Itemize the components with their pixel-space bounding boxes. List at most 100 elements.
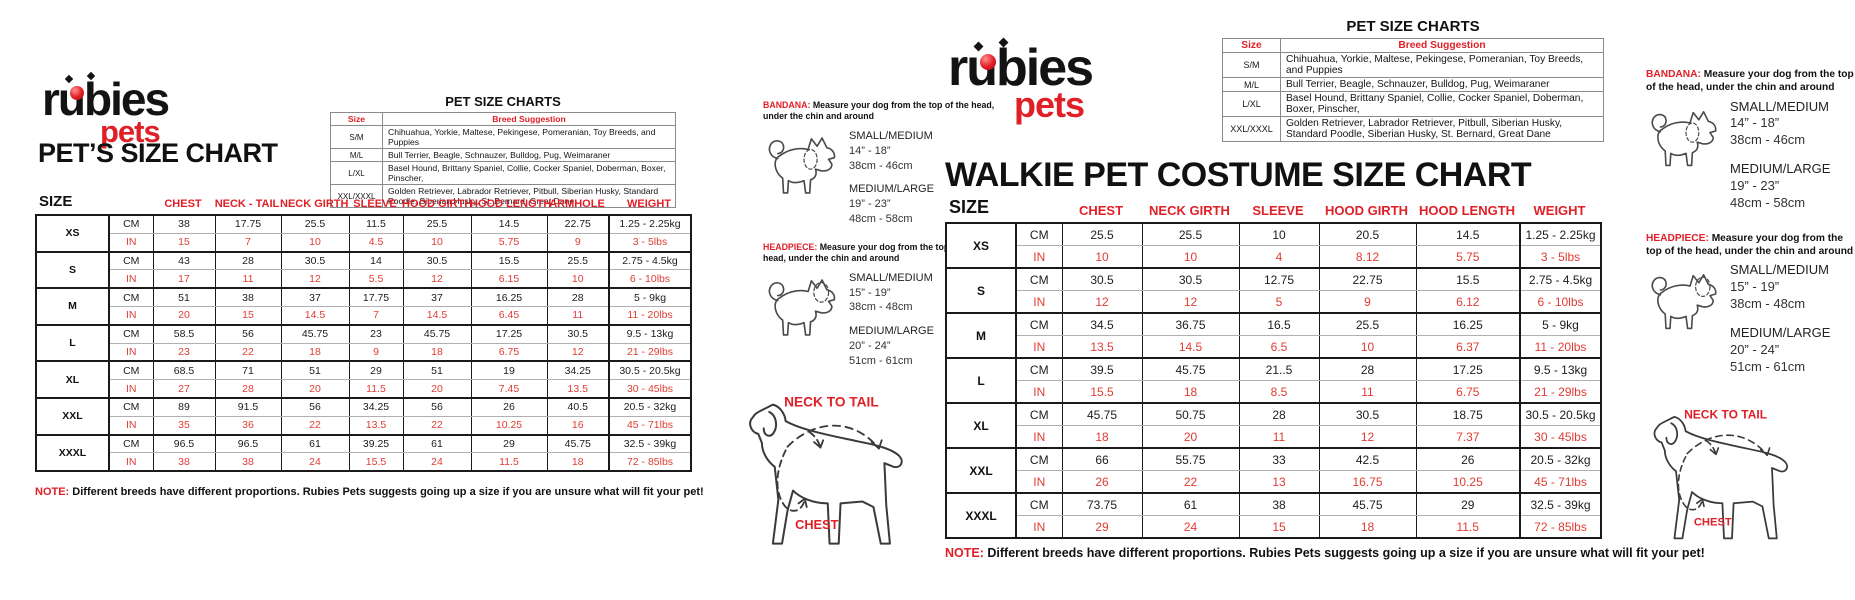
cell-cm: 22.75 bbox=[1318, 267, 1417, 291]
size-option-name: MEDIUM/LARGE bbox=[849, 183, 934, 196]
cell-cm: 17.25 bbox=[1415, 357, 1521, 381]
cell-in: 12 bbox=[1141, 290, 1240, 314]
breed-list-cell: Basel Hound, Brittany Spaniel, Collie, C… bbox=[382, 161, 676, 185]
breed-size-cell: S/M bbox=[330, 125, 383, 149]
headpiece-label: HEADPIECE: bbox=[763, 241, 818, 252]
cell-in: 13 bbox=[1238, 470, 1320, 494]
bandana-dog-illustration bbox=[1646, 103, 1726, 175]
size-option-inches: 20” - 24” bbox=[1730, 341, 1780, 357]
table-row-cm: S CM 30.5 30.5 12.75 22.75 15.5 2.75 - 4.5kg bbox=[945, 267, 1602, 314]
table-header-row: SIZE CHEST NECK GIRTH SLEEVE HOOD GIRTH HOOD … bbox=[945, 197, 1600, 222]
logo-red-ball-icon bbox=[980, 54, 996, 70]
table-row-cm: L CM 58.5 56 45.75 23 45.75 17.25 30.5 9.5 - 13kg bbox=[35, 323, 692, 363]
cell-cm: 55.75 bbox=[1141, 447, 1240, 471]
cell-cm: 25.5 bbox=[402, 213, 472, 234]
cell-in: 20 bbox=[402, 379, 472, 399]
table-row-in: IN 38 38 24 15.5 24 11.5 18 72 - 85lbs bbox=[36, 452, 692, 473]
cell-in: 15 bbox=[1238, 515, 1320, 539]
size-option-inches: 19” - 23” bbox=[1730, 178, 1780, 194]
size-cell: XL bbox=[35, 360, 110, 399]
cell-in: 38 bbox=[214, 452, 282, 473]
logo-wordmark: rubies bbox=[948, 37, 1094, 94]
cell-cm: 17.75 bbox=[348, 287, 404, 307]
cell-cm: 38 bbox=[1238, 492, 1320, 516]
cell-cm: 18.75 bbox=[1415, 402, 1521, 426]
cell-in: 12 bbox=[1061, 290, 1143, 314]
cell-cm: 28 bbox=[546, 287, 610, 307]
column-header: WEIGHT bbox=[1533, 203, 1586, 218]
cell-cm: 42.5 bbox=[1318, 447, 1417, 471]
size-option-cm: 48cm - 58cm bbox=[849, 213, 913, 226]
cell-in: 10 bbox=[280, 232, 350, 253]
size-option-name: MEDIUM/LARGE bbox=[849, 325, 934, 338]
note-text: Different breeds have different proporti… bbox=[72, 486, 704, 498]
cell-in: 22 bbox=[280, 415, 350, 436]
size-option-name: SMALL/MEDIUM bbox=[849, 129, 933, 142]
cell-in: 13.5 bbox=[546, 379, 610, 399]
breed-col-suggestion: Breed Suggestion bbox=[382, 112, 676, 126]
size-option-inches: 14” - 18” bbox=[1730, 115, 1780, 131]
cell-cm: 56 bbox=[214, 323, 282, 344]
size-cell: S bbox=[35, 250, 110, 290]
cell-in: 72 - 85lbs bbox=[1519, 515, 1602, 539]
unit-in: IN bbox=[1015, 425, 1063, 449]
cell-in: 11 bbox=[1318, 380, 1417, 404]
cell-cm: 30.5 - 20.5kg bbox=[608, 360, 692, 381]
unit-in: IN bbox=[108, 379, 154, 399]
size-option-cm: 51cm - 61cm bbox=[849, 354, 913, 367]
breed-size-cell: M/L bbox=[330, 148, 383, 162]
cell-cm: 45.75 bbox=[1061, 402, 1143, 426]
right-note: NOTE: Different breeds have different pr… bbox=[945, 546, 1705, 560]
breed-list-cell: Basel Hound, Brittany Spaniel, Collie, C… bbox=[1280, 91, 1604, 117]
cell-in: 23 bbox=[152, 342, 216, 363]
measurement-dog-illustration: NECK TO TAIL CHEST bbox=[729, 390, 921, 568]
table-row-cm: XXL CM 66 55.75 33 42.5 26 20.5 - 32kg bbox=[945, 447, 1602, 494]
unit-cm: CM bbox=[108, 250, 154, 271]
cell-cm: 45.75 bbox=[402, 323, 472, 344]
unit-in: IN bbox=[1015, 470, 1063, 494]
size-cell: L bbox=[35, 323, 110, 363]
cell-cm: 26 bbox=[1415, 447, 1521, 471]
column-header: NECK - TAIL bbox=[214, 198, 280, 210]
size-cell: XXXL bbox=[35, 433, 110, 473]
cell-in: 18 bbox=[280, 342, 350, 363]
size-cell: L bbox=[945, 357, 1017, 404]
table-header-row: SIZE CHEST NECK - TAIL NECK GIRTH SLEEVE HOOD… bbox=[35, 193, 690, 214]
size-option-name: SMALL/MEDIUM bbox=[1730, 262, 1829, 278]
cell-in: 10 bbox=[1318, 335, 1417, 359]
size-option-inches: 20” - 24” bbox=[849, 340, 891, 353]
cell-in: 3 - 5lbs bbox=[1519, 245, 1602, 269]
cell-in: 4 bbox=[1238, 245, 1320, 269]
cell-cm: 61 bbox=[402, 433, 472, 454]
cell-cm: 38 bbox=[152, 213, 216, 234]
breed-list-cell: Chihuahua, Yorkie, Maltese, Pekingese, P… bbox=[382, 125, 676, 149]
bandana-dog-illustration bbox=[763, 129, 845, 203]
table-row-in: IN 18 20 11 12 7.37 30 - 45lbs bbox=[946, 425, 1602, 449]
breed-size-cell: L/XL bbox=[1222, 91, 1281, 117]
cell-cm: 30.5 bbox=[280, 250, 350, 271]
cell-in: 7 bbox=[348, 305, 404, 326]
size-cell: M bbox=[35, 287, 110, 326]
cell-cm: 21..5 bbox=[1238, 357, 1320, 381]
cell-in: 15 bbox=[152, 232, 216, 253]
cell-cm: 16.5 bbox=[1238, 312, 1320, 336]
note-label: NOTE: bbox=[35, 486, 70, 498]
cell-in: 24 bbox=[402, 452, 472, 473]
cell-in: 10 bbox=[402, 232, 472, 253]
cell-cm: 91.5 bbox=[214, 396, 282, 417]
cell-in: 22 bbox=[402, 415, 472, 436]
unit-cm: CM bbox=[108, 396, 154, 417]
size-option: MEDIUM/LARGE 20” - 24” 51cm - 61cm bbox=[1730, 325, 1855, 376]
cell-cm: 14.5 bbox=[470, 213, 548, 234]
logo-rubies-text: rubies bbox=[42, 73, 170, 125]
table-row-cm: XS CM 25.5 25.5 10 20.5 14.5 1.25 - 2.25kg bbox=[945, 222, 1602, 269]
dog-measurement-diagram: NECK TO TAIL CHEST bbox=[1653, 407, 1788, 539]
size-option-name: MEDIUM/LARGE bbox=[1730, 325, 1831, 341]
headpiece-size-options: SMALL/MEDIUM 15” - 19” 38cm - 48cm MEDIUM/L… bbox=[1726, 262, 1855, 387]
breed-col-size: Size bbox=[1222, 38, 1281, 53]
cell-in: 12 bbox=[546, 342, 610, 363]
size-cell: XXL bbox=[35, 396, 110, 436]
cell-cm: 45.75 bbox=[546, 433, 610, 454]
cell-cm: 28 bbox=[1318, 357, 1417, 381]
